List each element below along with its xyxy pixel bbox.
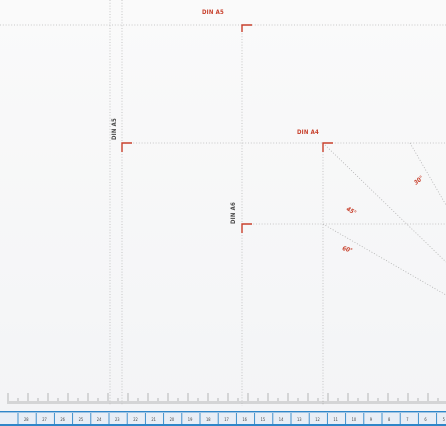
ruler-band-number: 17	[224, 417, 229, 422]
angle-30-label: 30°	[413, 174, 426, 186]
din-a6-label: DIN A6	[230, 202, 237, 224]
angle-60-line	[322, 223, 446, 296]
ruler-band-number: 28	[24, 417, 29, 422]
corner-marker-a5-top	[241, 24, 252, 32]
din-a5-left-label: DIN A5	[111, 118, 118, 140]
angle-guides	[322, 142, 446, 296]
ruler-band-number: 26	[60, 417, 65, 422]
ruler-band-number: 8	[388, 417, 391, 422]
ruler-band-number: 14	[279, 417, 284, 422]
ruler-band-number: 9	[370, 417, 373, 422]
corner-markers	[121, 24, 333, 233]
ruler-band-number: 20	[170, 417, 175, 422]
ruler-band-number: 15	[261, 417, 266, 422]
ruler-band-number: 23	[115, 417, 120, 422]
guide-lines	[0, 0, 446, 406]
din-a5-top-label: DIN A5	[202, 9, 224, 16]
ruler-band-number: 7	[406, 417, 408, 422]
angle-45-label: 45°	[345, 206, 358, 217]
ruler-band-number: 10	[352, 417, 357, 422]
ruler-band-number: 25	[79, 417, 84, 422]
ruler-band-number: 5	[443, 417, 445, 422]
ruler-band-top-line	[0, 411, 446, 413]
ruler-band-number: 11	[333, 417, 338, 422]
ruler-band-number: 18	[206, 417, 211, 422]
ruler-band-number: 19	[188, 417, 193, 422]
ruler-band-number: 24	[97, 417, 102, 422]
ruler-numbers: 28 27 26 25 24 23 22 21 20 19 18 17 16 15 14 13 12 11 10 9 8…	[17, 413, 445, 424]
ruler-band-number: 21	[151, 417, 156, 422]
ruler-ticks	[7, 393, 446, 404]
corner-marker-a4	[322, 142, 333, 152]
din-a4-label: DIN A4	[297, 129, 319, 136]
ruler-band-number: 16	[242, 417, 247, 422]
corner-marker-a6	[241, 223, 252, 233]
angle-30-line	[409, 142, 446, 206]
ruler-band-number: 13	[297, 417, 302, 422]
ruler-band-number: 22	[133, 417, 138, 422]
ruler-band-number: 12	[315, 417, 320, 422]
ruler-band-background	[0, 412, 446, 426]
ruler-band-number: 6	[424, 417, 427, 422]
corner-marker-a5-left	[121, 142, 132, 152]
ruler-band-number: 27	[42, 417, 47, 422]
angle-60-label: 60°	[341, 245, 353, 254]
angle-45-line	[322, 142, 446, 263]
ruler-band-bottom-line	[0, 424, 446, 426]
